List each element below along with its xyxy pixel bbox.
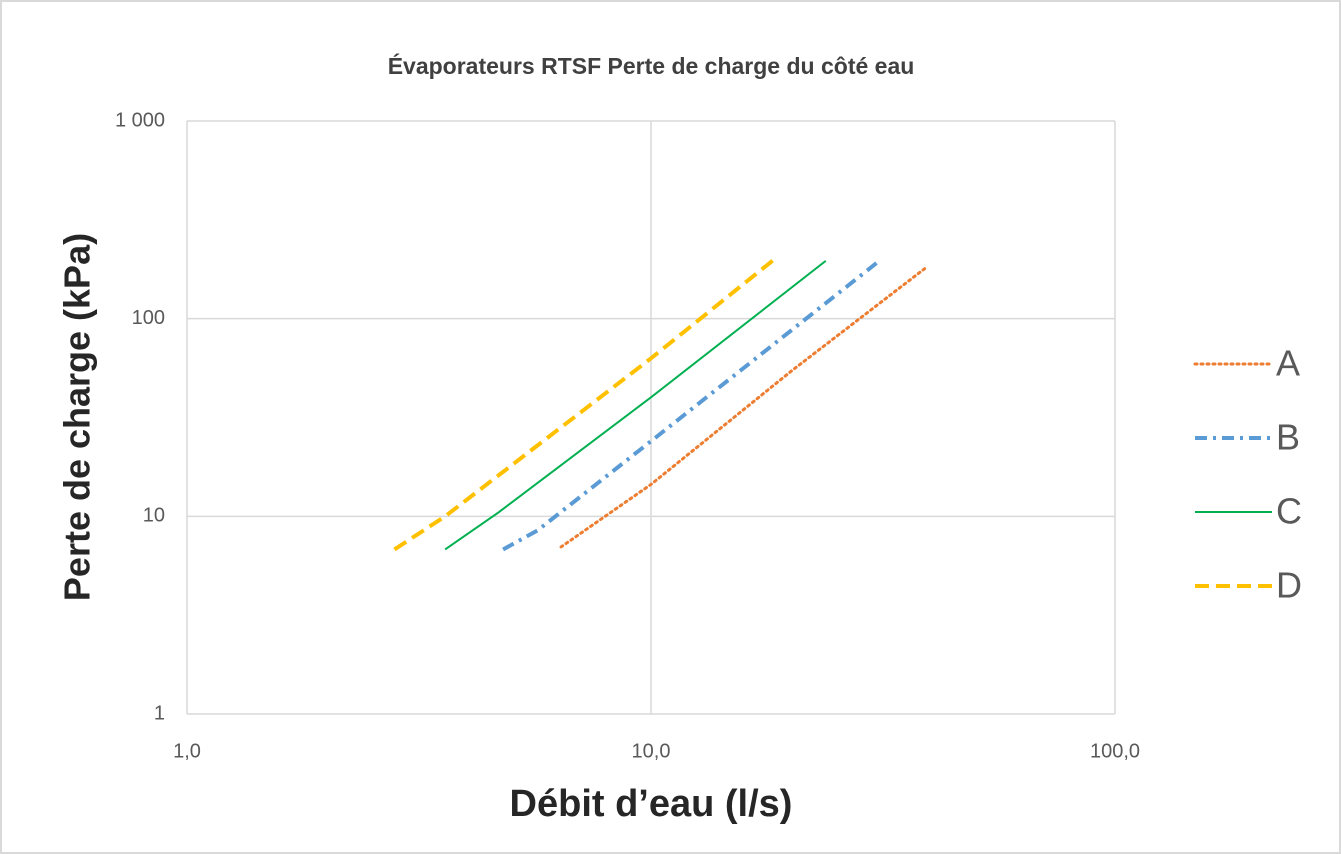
legend-label: A xyxy=(1276,343,1300,384)
y-tick-label: 100 xyxy=(132,307,165,329)
series-line xyxy=(393,256,778,552)
series-line xyxy=(502,261,879,552)
legend-label: D xyxy=(1276,565,1302,606)
legend-label: C xyxy=(1276,491,1302,532)
legend-label: B xyxy=(1276,417,1300,458)
x-tick-label: 10,0 xyxy=(632,740,671,762)
series-line xyxy=(559,266,927,549)
y-axis-title: Perte de charge (kPa) xyxy=(57,233,98,601)
x-axis-title: Débit d’eau (l/s) xyxy=(510,783,793,825)
x-tick-label: 100,0 xyxy=(1090,740,1140,762)
y-tick-label: 1 xyxy=(154,702,165,724)
y-tick-label: 1 000 xyxy=(115,109,165,131)
chart-title: Évaporateurs RTSF Perte de charge du côt… xyxy=(388,52,915,79)
series-line xyxy=(444,260,827,551)
x-tick-label: 1,0 xyxy=(173,740,201,762)
y-tick-label: 10 xyxy=(143,505,165,527)
